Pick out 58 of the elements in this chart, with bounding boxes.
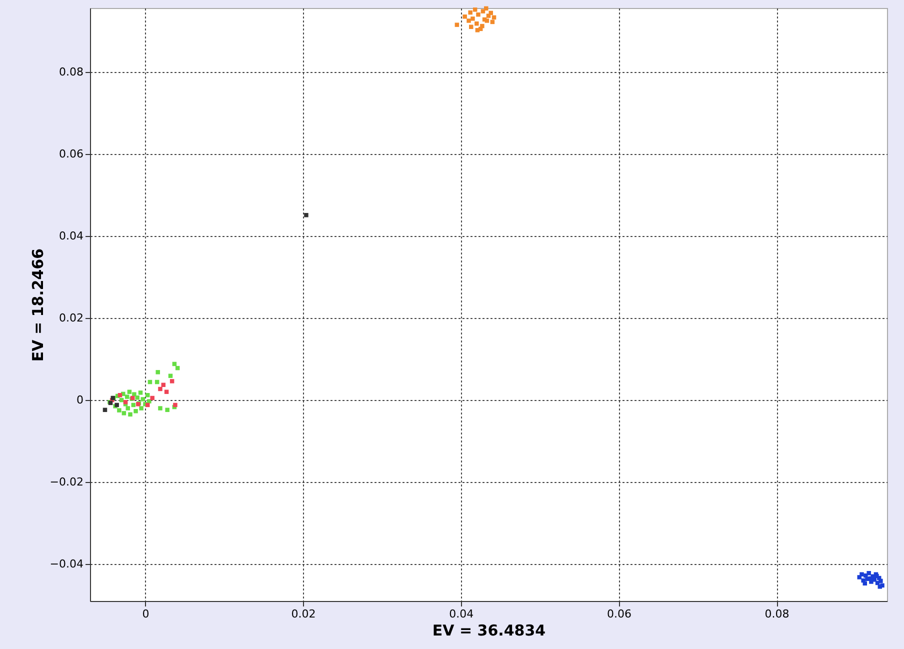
point <box>480 24 484 28</box>
point <box>462 14 467 19</box>
point <box>866 570 871 576</box>
y-tick-label: 0 <box>76 394 84 407</box>
point <box>488 10 493 16</box>
point <box>158 386 162 392</box>
point <box>476 12 480 17</box>
point <box>145 393 150 398</box>
point <box>165 408 170 412</box>
point <box>122 411 126 416</box>
point <box>124 394 130 399</box>
y-tick-label: 0.02 <box>59 312 84 325</box>
point <box>466 18 471 23</box>
point <box>484 18 490 23</box>
point <box>168 374 173 378</box>
point <box>474 21 479 26</box>
point <box>475 28 480 32</box>
point <box>126 406 130 410</box>
point <box>862 581 868 586</box>
x-tick-label: 0.06 <box>606 608 632 620</box>
y-tick-label: −0.04 <box>50 558 84 571</box>
point <box>164 390 169 394</box>
point <box>118 393 122 398</box>
point <box>304 212 308 218</box>
point <box>156 370 160 374</box>
y-tick-label: 0.06 <box>59 147 84 160</box>
point <box>147 399 152 404</box>
point <box>454 22 460 27</box>
point <box>480 9 486 14</box>
x-axis-title: EV = 36.4834 <box>432 622 546 640</box>
point <box>139 406 144 410</box>
point <box>878 578 883 584</box>
point <box>170 379 174 384</box>
point <box>484 6 488 11</box>
x-tick-label: 0.02 <box>291 608 316 620</box>
point <box>132 392 136 396</box>
point <box>470 16 475 21</box>
point <box>140 397 145 402</box>
point <box>472 8 478 12</box>
x-tick-label: 0 <box>142 608 150 620</box>
point <box>878 584 882 589</box>
x-tick-label: 0.08 <box>764 608 790 620</box>
y-tick-label: 0.04 <box>59 230 84 243</box>
point <box>158 406 162 410</box>
y-tick-label: 0.08 <box>59 65 84 78</box>
point <box>128 412 132 417</box>
point <box>469 24 474 29</box>
point <box>860 572 864 576</box>
point <box>134 409 138 414</box>
point <box>468 10 472 15</box>
point <box>127 390 132 394</box>
point <box>138 390 143 395</box>
y-axis-title: EV = 18.2466 <box>28 248 47 362</box>
point <box>117 408 122 412</box>
x-tick-label: 0.04 <box>449 608 474 620</box>
y-tick-label: −0.02 <box>50 476 84 489</box>
point <box>135 395 140 400</box>
point <box>150 396 154 400</box>
